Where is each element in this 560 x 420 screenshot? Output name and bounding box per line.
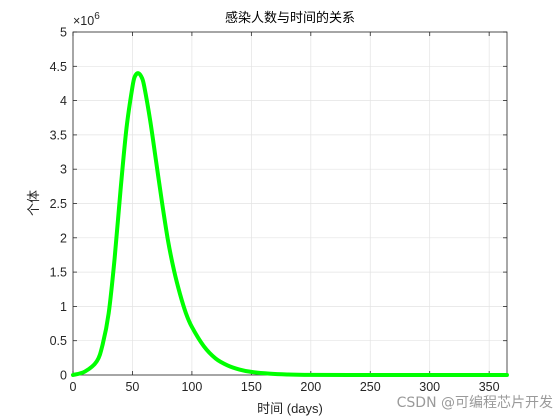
y-tick-label: 0 [60,369,67,383]
x-tick-label: 250 [360,380,381,394]
x-tick-label: 200 [300,380,321,394]
x-tick-label: 50 [125,380,139,394]
x-axis-ticks: 0 50 100 150 200 250 300 350 [70,32,500,394]
y-tick-label: 2.5 [50,197,67,211]
y-tick-label: 1 [60,300,67,314]
x-tick-label: 150 [241,380,262,394]
watermark: CSDN @可编程芯片开发 [397,395,553,411]
y-tick-label: 5 [60,26,67,40]
y-axis-ticks: 0 0.5 1 1.5 2 2.5 3 3.5 4 4.5 5 [50,26,507,383]
y-tick-label: 0.5 [50,334,67,348]
x-tick-label: 0 [70,380,77,394]
y-tick-label: 1.5 [50,266,67,280]
x-axis-label: 时间 (days) [257,401,323,416]
x-tick-label: 100 [181,380,202,394]
infected-series-line [71,71,509,378]
y-tick-label: 2 [60,231,67,245]
y-tick-label: 4.5 [50,60,67,74]
chart-title: 感染人数与时间的关系 [225,10,355,26]
y-tick-label: 3 [60,163,67,177]
x-tick-label: 300 [419,380,440,394]
y-tick-label: 4 [60,94,67,108]
y-tick-label: 3.5 [50,128,67,142]
series-group [71,71,509,378]
x-tick-label: 350 [479,380,500,394]
y-exponent-power: 6 [94,11,100,22]
y-exponent-base: ×10 [73,14,94,28]
y-axis-exponent: ×106 [73,11,100,28]
y-axis-label: 个体 [26,190,41,216]
